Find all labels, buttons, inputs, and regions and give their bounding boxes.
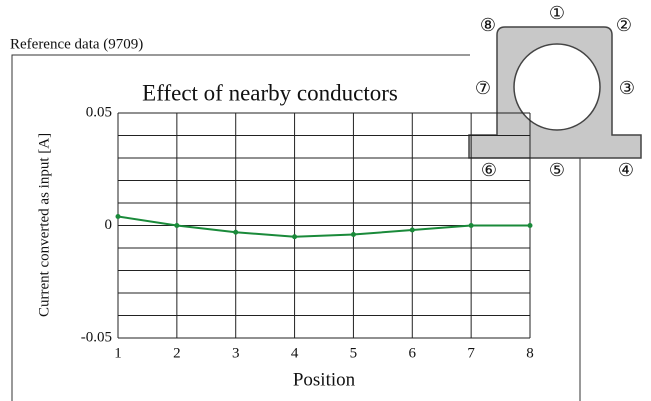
data-point [469, 223, 474, 228]
y-tick-label: 0 [105, 217, 113, 233]
x-tick-label: 2 [173, 345, 181, 361]
y-tick-label: 0.05 [86, 104, 112, 120]
position-label: ⑥ [481, 160, 497, 181]
reference-label: Reference data (9709) [10, 36, 143, 52]
sensor-diagram [469, 27, 641, 158]
data-point [528, 223, 533, 228]
position-label: ① [549, 3, 565, 24]
data-point [116, 214, 121, 219]
page: Reference data (9709) Effect of nearby c… [0, 0, 651, 401]
y-axis-label: Current converted as input [A] [36, 133, 52, 317]
data-line [118, 217, 530, 237]
frame [12, 55, 470, 401]
x-tick-label: 3 [232, 345, 240, 361]
x-axis-label: Position [293, 369, 356, 390]
x-tick-label: 7 [467, 345, 475, 361]
x-tick-label: 8 [526, 345, 534, 361]
position-label: ③ [619, 78, 635, 99]
x-tick-label: 4 [291, 345, 299, 361]
x-tick-label: 6 [409, 345, 417, 361]
y-tick-label: -0.05 [81, 329, 112, 345]
position-label: ⑤ [549, 160, 565, 181]
position-label: ④ [618, 160, 634, 181]
data-point [174, 223, 179, 228]
position-label: ⑧ [480, 15, 496, 36]
x-tick-label: 1 [114, 345, 122, 361]
position-label: ② [616, 15, 632, 36]
data-point [233, 230, 238, 235]
sensor-hole [514, 44, 600, 130]
data-point [351, 232, 356, 237]
position-label: ⑦ [475, 78, 491, 99]
data-point [292, 234, 297, 239]
chart-title: Effect of nearby conductors [142, 80, 398, 105]
data-point [410, 228, 415, 233]
x-tick-label: 5 [350, 345, 358, 361]
